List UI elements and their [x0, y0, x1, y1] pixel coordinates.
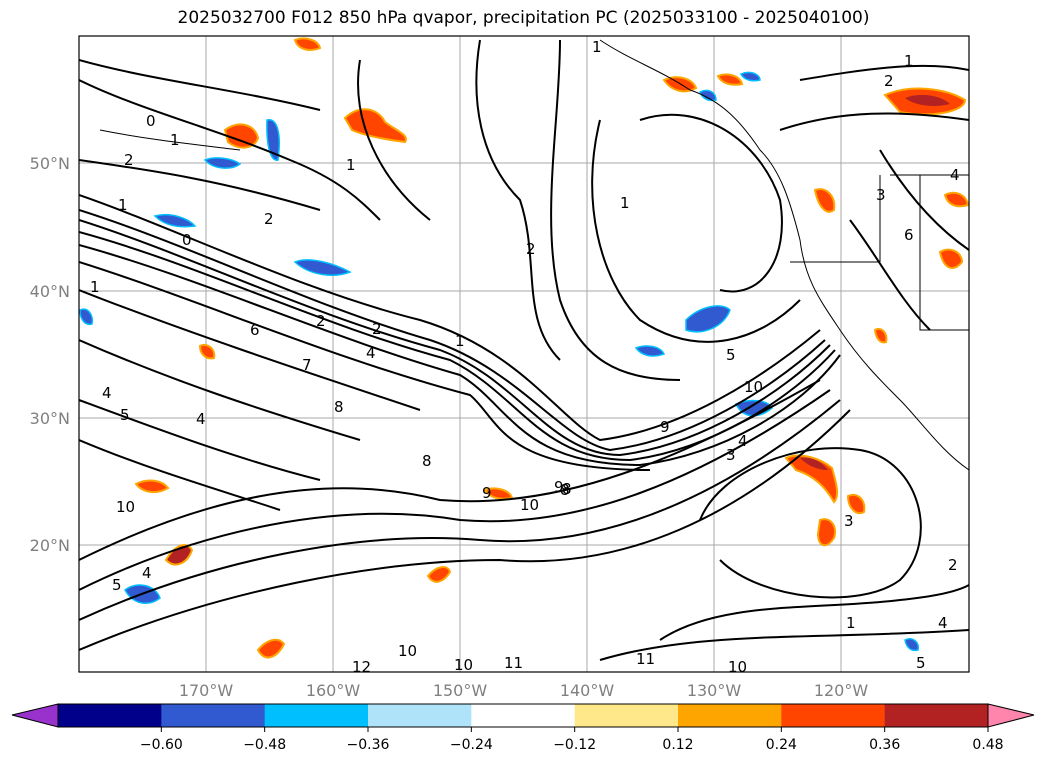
contour-label: 11	[636, 650, 655, 668]
colorbar-tick-label: 0.48	[972, 737, 1003, 753]
lat-label: 20°N	[30, 536, 70, 555]
contour-label: 1	[620, 194, 630, 212]
colorbar-tick-label: 0.24	[766, 737, 797, 753]
colorbar-tick-label: −0.36	[347, 737, 390, 753]
contour-label: 0	[182, 231, 192, 249]
contour-label: 9	[554, 478, 564, 496]
contour-label: 2	[526, 240, 536, 258]
lat-label: 40°N	[30, 282, 70, 301]
lon-label: 170°W	[179, 681, 234, 700]
contour-label: 10	[520, 496, 539, 514]
contour-label: 1	[592, 38, 602, 56]
contour-label: 2	[372, 320, 382, 338]
colorbar-tick-label: 0.12	[662, 737, 693, 753]
longitude-labels: 170°W 160°W 150°W 140°W 130°W 120°W	[179, 681, 869, 700]
contour-label: 2	[316, 312, 326, 330]
contour-label: 1	[90, 278, 100, 296]
colorbar-tick-label: −0.12	[553, 737, 596, 753]
lon-label: 150°W	[433, 681, 488, 700]
contour-label: 4	[102, 384, 112, 402]
contour-label: 8	[334, 398, 344, 416]
contour-label: 1	[346, 156, 356, 174]
contour-label: 0	[146, 112, 156, 130]
contour-label: 1	[118, 196, 128, 214]
colorbar-ticks: −0.60 −0.48 −0.36 −0.24 −0.12 0.12 0.24 0.36 0.4…	[140, 727, 1004, 753]
colorbar-segments	[58, 704, 989, 727]
contour-label: 1	[455, 332, 465, 350]
lon-label: 140°W	[560, 681, 615, 700]
gridlines	[79, 36, 969, 672]
colorbar-extend-high	[987, 703, 1035, 728]
contour-label: 6	[904, 226, 914, 244]
contour-label: 1	[170, 131, 180, 149]
latitude-labels: 50°N 40°N 30°N 20°N	[30, 154, 70, 555]
lon-label: 120°W	[814, 681, 869, 700]
contour-label: 10	[744, 378, 763, 396]
colorbar-tick-label: −0.24	[450, 737, 493, 753]
colorbar-segment	[781, 704, 886, 727]
colorbar-segment	[574, 704, 679, 727]
contour-label: 1	[904, 52, 914, 70]
colorbar-segment	[884, 704, 989, 727]
contour-label: 1	[846, 614, 856, 632]
colorbar-segment	[678, 704, 782, 727]
contour-label: 2	[948, 556, 958, 574]
contour-label: 4	[738, 432, 748, 450]
precip-negative-fills	[79, 71, 920, 652]
contour-label: 4	[950, 166, 960, 184]
contour-label: 2	[124, 151, 134, 169]
colorbar-segment	[471, 704, 576, 727]
figure-title: 2025032700 F012 850 hPa qvapor, precipit…	[177, 8, 870, 28]
lon-label: 130°W	[687, 681, 742, 700]
contour-label: 8	[560, 481, 570, 499]
colorbar-extend-low	[11, 703, 59, 728]
contour-label: 5	[112, 576, 122, 594]
colorbar-segment	[368, 704, 472, 727]
contour-label: 3	[726, 446, 736, 464]
contour-label: 4	[196, 410, 206, 428]
colorbar-tick-label: −0.60	[140, 737, 183, 753]
contour-label: 4	[366, 344, 376, 362]
coastlines	[99, 39, 969, 471]
contour-label: 4	[938, 614, 948, 632]
contour-labels: 0 1 2 1 1 0 2 1 6 7 2 4 1 2 8 4 5 4 10 8…	[90, 38, 960, 676]
colorbar-segment	[58, 704, 162, 727]
lat-label: 50°N	[30, 154, 70, 173]
precip-positive-fills	[134, 37, 969, 659]
colorbar-segment	[161, 704, 266, 727]
contour-label: 7	[302, 356, 312, 374]
contour-label: 11	[504, 654, 523, 672]
map-border	[78, 35, 970, 673]
contour-label: 3	[844, 512, 854, 530]
contour-label: 10	[454, 656, 473, 674]
contour-label: 5	[916, 654, 926, 672]
lon-label: 160°W	[306, 681, 361, 700]
colorbar-tick-label: 0.36	[869, 737, 900, 753]
contour-label: 8	[562, 480, 572, 498]
contour-label: 3	[876, 186, 886, 204]
contour-label: 12	[352, 658, 371, 676]
contour-label: 9	[660, 418, 670, 436]
contour-label: 5	[120, 406, 130, 424]
contour-label: 9	[482, 484, 492, 502]
colorbar-tick-label: −0.48	[243, 737, 286, 753]
contour-label: 10	[116, 498, 135, 516]
lat-label: 30°N	[30, 409, 70, 428]
qvapor-contours	[79, 39, 969, 661]
contour-label: 2	[264, 210, 274, 228]
contour-label: 6	[250, 321, 260, 339]
colorbar: −0.60 −0.48 −0.36 −0.24 −0.12 0.12 0.24 0.36 0.4…	[11, 703, 1035, 753]
contour-label: 8	[422, 452, 432, 470]
contour-label: 5	[726, 346, 736, 364]
contour-label: 10	[728, 658, 747, 676]
contour-label: 10	[398, 642, 417, 660]
contour-label: 4	[142, 564, 152, 582]
colorbar-segment	[264, 704, 369, 727]
contour-label: 2	[884, 72, 894, 90]
